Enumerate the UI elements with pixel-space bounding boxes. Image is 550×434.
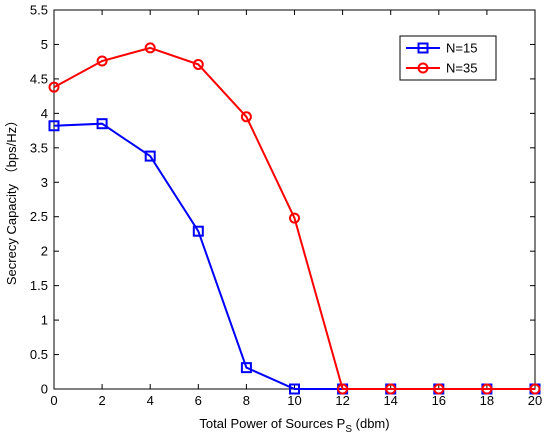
- x-tick-label: 6: [195, 393, 202, 408]
- legend-marker: [417, 62, 429, 74]
- y-tick-label: 4.5: [30, 71, 48, 86]
- y-tick-label: 1: [41, 313, 48, 328]
- x-tick-label: 8: [243, 393, 250, 408]
- series-line: [53, 46, 535, 390]
- x-tick-label: 0: [50, 393, 57, 408]
- y-tick-label: 3: [41, 175, 48, 190]
- data-point: [337, 383, 349, 395]
- x-axis-label-unit: (dbm): [352, 416, 390, 431]
- data-point: [529, 383, 541, 395]
- legend-marker: [417, 42, 429, 54]
- data-point: [240, 362, 252, 374]
- data-point: [48, 120, 60, 132]
- data-point: [144, 150, 156, 162]
- y-axis-label: Secrecy Capacity （bps/Hz）: [4, 114, 19, 285]
- y-tick-label: 0: [41, 382, 48, 397]
- x-tick-label: 18: [480, 393, 494, 408]
- legend-item: N=15: [406, 41, 477, 56]
- y-tick-label: 1.5: [30, 278, 48, 293]
- x-tick-label: 16: [432, 393, 446, 408]
- data-point: [433, 383, 445, 395]
- x-axis-label-main: Total Power of Sources P: [199, 416, 345, 431]
- data-point: [481, 383, 493, 395]
- y-tick-label: 3.5: [30, 140, 48, 155]
- x-tick-label: 10: [287, 393, 301, 408]
- y-tick-label: 5.5: [30, 3, 48, 18]
- series: [48, 42, 541, 395]
- x-tick-label: 2: [98, 393, 105, 408]
- data-point: [96, 55, 108, 67]
- y-tick-label: 4: [41, 106, 48, 121]
- y-tick-label: 2.5: [30, 209, 48, 224]
- data-point: [289, 212, 300, 224]
- data-point: [385, 383, 397, 395]
- y-tick-label: 2: [41, 244, 48, 259]
- x-tick-label: 4: [147, 393, 154, 408]
- x-axis-label-subscript: S: [345, 424, 352, 434]
- legend-label: N=35: [446, 61, 477, 76]
- legend: N=15 N=35: [399, 35, 497, 81]
- data-point: [289, 383, 300, 395]
- y-tick-label: 0.5: [30, 347, 48, 362]
- x-tick-label: 20: [528, 393, 542, 408]
- legend-label: N=15: [446, 41, 477, 56]
- ticks: 0 2 4 6 8 10 12 14 16 18 20 0 0.5 1 1.5 2 2.5 3 3.5 4 4.5 5 5.…: [30, 3, 542, 409]
- x-axis-label: Total Power of Sources PS (dbm): [199, 416, 389, 434]
- x-tick-label: 12: [335, 393, 349, 408]
- legend-item: N=35: [406, 61, 477, 76]
- legend-box: [399, 35, 497, 81]
- data-point: [48, 81, 60, 93]
- data-point: [96, 118, 108, 130]
- series-n-35: [48, 42, 541, 395]
- data-point: [192, 58, 204, 70]
- data-point: [192, 225, 204, 237]
- data-point: [240, 111, 252, 123]
- data-point: [144, 42, 156, 54]
- y-tick-label: 5: [41, 37, 48, 52]
- x-tick-label: 14: [383, 393, 397, 408]
